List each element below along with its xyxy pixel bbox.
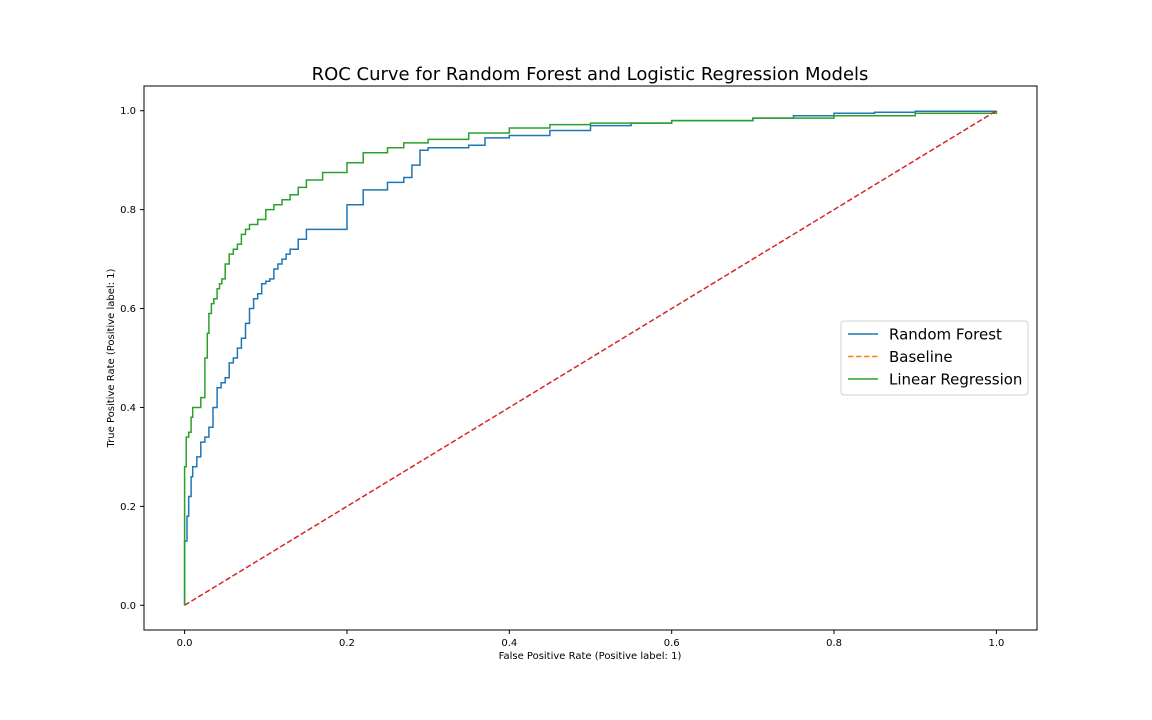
legend: Random Forest Baseline Linear Regression <box>840 320 1029 396</box>
y-tick-label: 0.6 <box>120 304 136 315</box>
x-tick-label: 0.2 <box>339 638 355 649</box>
legend-label-random-forest: Random Forest <box>889 326 1002 344</box>
series-line-baseline <box>184 110 997 606</box>
legend-label-linear-regression: Linear Regression <box>889 371 1022 389</box>
y-tick-label: 0.8 <box>120 205 136 216</box>
chart-title: ROC Curve for Random Forest and Logistic… <box>312 64 869 85</box>
series-line-random-forest <box>183 110 998 606</box>
y-tick-label: 1.0 <box>120 106 136 117</box>
x-tick-label: 1.0 <box>988 638 1004 649</box>
x-tick-label: 0.0 <box>177 638 193 649</box>
x-axis-label: False Positive Rate (Positive label: 1) <box>499 651 682 662</box>
x-tick-label: 0.4 <box>501 638 517 649</box>
plot-frame <box>143 85 1038 631</box>
series-layer <box>183 110 998 606</box>
y-tick-label: 0.4 <box>120 403 136 414</box>
y-axis-label: True Positive Rate (Positive label: 1) <box>106 268 117 448</box>
series-line-linear-regression <box>183 110 998 606</box>
y-axis-ticks: 0.0 0.2 0.4 0.6 0.8 1.0 <box>120 106 144 612</box>
y-tick-label: 0.0 <box>120 601 136 612</box>
x-tick-label: 0.6 <box>664 638 680 649</box>
y-tick-label: 0.2 <box>120 502 136 513</box>
legend-label-baseline: Baseline <box>889 348 953 366</box>
x-axis-ticks: 0.0 0.2 0.4 0.6 0.8 1.0 <box>177 630 1004 649</box>
x-tick-label: 0.8 <box>826 638 842 649</box>
legend-box <box>840 320 1029 396</box>
